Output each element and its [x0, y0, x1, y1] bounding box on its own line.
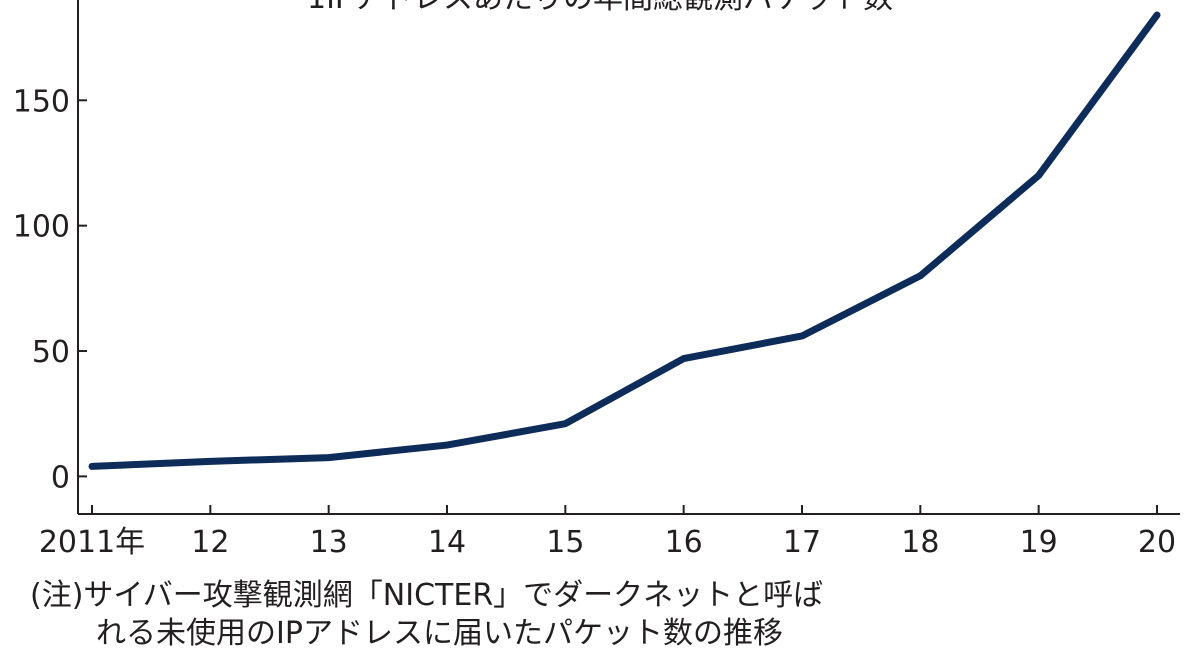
- data-point: [91, 465, 93, 467]
- data-point: [801, 335, 803, 337]
- series-layer: [88, 11, 1161, 470]
- x-tick-label: 18: [901, 525, 939, 560]
- x-tick-label: 13: [310, 525, 348, 560]
- x-tick-label: 2011年: [39, 525, 145, 560]
- x-tick-label: 14: [428, 525, 466, 560]
- ticks: 0 50 100 150 2011年 12 13 14 15 16 17 18 19 20: [13, 84, 1176, 560]
- footnote-line-1: (注)サイバー攻撃観測網「NICTER」でダークネットと呼ば: [30, 578, 824, 613]
- data-point: [919, 275, 921, 277]
- footnote-line-2: れる未使用のIPアドレスに届いたパケット数の推移: [96, 616, 783, 651]
- y-tick-label: 0: [51, 460, 70, 495]
- y-tick-label: 100: [13, 210, 70, 245]
- x-tick-label: 15: [546, 525, 584, 560]
- data-point: [1038, 175, 1040, 177]
- line-chart: 1IPアドレスあたりの年間総観測パケット数 0 50 100 150 2011年 12 13…: [13, 0, 1180, 560]
- data-point: [446, 444, 448, 446]
- chart-title: 1IPアドレスあたりの年間総観測パケット数: [307, 0, 893, 16]
- data-point: [564, 423, 566, 425]
- y-tick-label: 150: [13, 84, 70, 119]
- data-point: [683, 358, 685, 360]
- x-tick-label: 19: [1020, 525, 1058, 560]
- x-tick-label: 17: [783, 525, 821, 560]
- data-point: [328, 457, 330, 459]
- x-tick-label: 12: [191, 525, 229, 560]
- x-tick-label: 16: [665, 525, 703, 560]
- x-tick-label: 20: [1138, 525, 1176, 560]
- data-point: [1156, 14, 1158, 16]
- series-line: [88, 11, 1161, 470]
- y-tick-label: 50: [32, 335, 70, 370]
- axes: [77, 0, 1180, 515]
- data-point: [209, 460, 211, 462]
